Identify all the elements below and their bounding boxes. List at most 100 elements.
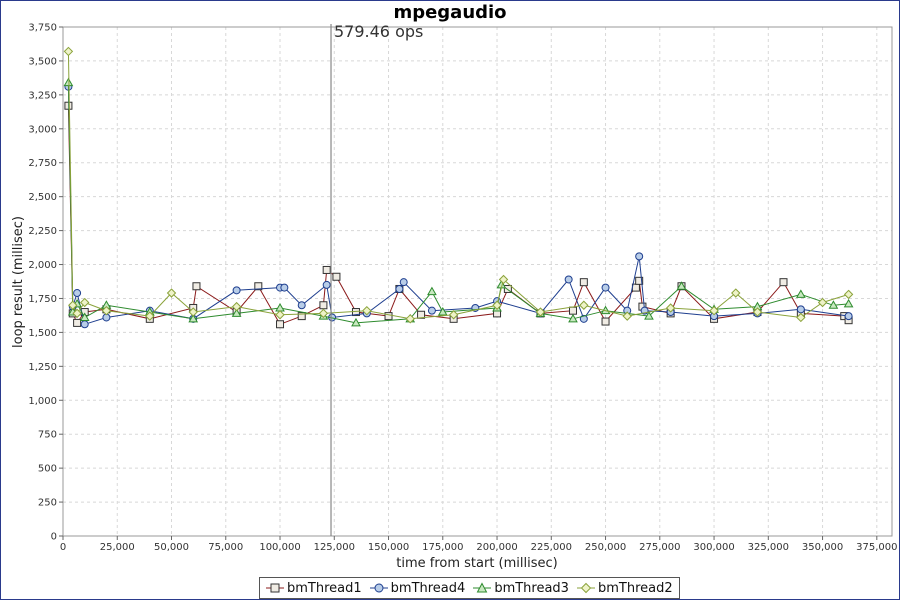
data-point <box>395 284 404 293</box>
data-point <box>779 278 788 287</box>
series-line <box>67 51 849 320</box>
data-point <box>63 46 74 57</box>
data-point <box>79 297 90 308</box>
data-point <box>568 313 578 323</box>
data-point <box>843 289 854 300</box>
data-point <box>579 278 588 287</box>
series-line <box>67 82 849 324</box>
data-point <box>796 312 806 323</box>
y-tick-label: 0 <box>51 532 57 543</box>
data-point <box>332 272 341 281</box>
x-tick-label: 175,000 <box>422 542 463 553</box>
series-bmThread2 <box>63 46 854 324</box>
y-tick-label: 1,750 <box>28 294 57 305</box>
x-tick-label: 350,000 <box>802 542 843 553</box>
data-point <box>709 305 719 316</box>
x-tick-label: 150,000 <box>368 542 409 553</box>
data-point <box>427 306 436 315</box>
axis-ticks: 0 25,000 50,000 75,000 100,000 125,000 150,000… <box>28 23 897 554</box>
data-point <box>448 310 459 320</box>
x-tick-label: 250,000 <box>585 542 626 553</box>
data-point <box>844 312 853 321</box>
y-tick-label: 1,250 <box>28 362 57 373</box>
data-point <box>752 307 763 317</box>
data-point <box>535 307 546 317</box>
x-tick-label: 75,000 <box>208 542 243 553</box>
x-tick-label: 100,000 <box>259 542 300 553</box>
data-point <box>63 77 74 87</box>
x-tick-label: 325,000 <box>748 542 789 553</box>
y-tick-label: 250 <box>38 498 57 509</box>
data-point <box>399 278 408 287</box>
y-tick-label: 1,000 <box>28 396 57 407</box>
y-tick-label: 3,750 <box>28 23 57 34</box>
data-point <box>579 300 589 310</box>
x-tick-label: 200,000 <box>476 542 517 553</box>
plot-background <box>63 27 892 536</box>
data-point <box>254 282 263 291</box>
x-tick-label: 375,000 <box>856 542 897 553</box>
data-point <box>564 275 573 284</box>
data-point <box>188 307 198 317</box>
data-point <box>73 318 82 327</box>
data-point <box>631 283 640 292</box>
data-point <box>166 288 177 298</box>
data-point <box>72 308 82 319</box>
data-point <box>297 312 306 321</box>
data-point <box>568 306 577 315</box>
y-tick-label: 3,500 <box>28 56 57 67</box>
y-tick-label: 1,500 <box>28 328 57 339</box>
data-point <box>427 286 437 296</box>
y-tick-label: 2,000 <box>28 260 57 271</box>
data-point <box>601 283 610 292</box>
data-point <box>795 289 806 298</box>
data-point <box>231 308 242 317</box>
data-point <box>319 301 328 310</box>
data-point <box>635 276 644 285</box>
legend-swatch-circle <box>369 583 388 593</box>
legend-item-bmthread2: bmThread2 <box>576 580 673 596</box>
legend-label: bmThread1 <box>287 580 362 596</box>
data-point <box>405 314 415 324</box>
x-tick-label: 125,000 <box>314 542 355 553</box>
y-tick-label: 500 <box>38 464 57 475</box>
legend-swatch-diamond <box>576 582 595 594</box>
data-point <box>276 320 285 329</box>
data-point <box>437 307 448 316</box>
data-point <box>665 303 676 313</box>
legend-label: bmThread3 <box>494 580 569 596</box>
grid <box>62 26 892 537</box>
data-point <box>318 308 329 319</box>
data-point <box>275 310 285 320</box>
x-axis-title: time from start (millisec) <box>396 556 557 571</box>
data-point <box>351 317 361 327</box>
y-tick-label: 2,500 <box>28 192 57 203</box>
data-point <box>676 281 687 290</box>
legend-item-bmthread1: bmThread1 <box>266 581 362 596</box>
data-point <box>644 311 654 320</box>
data-point <box>145 311 155 321</box>
data-point <box>231 301 242 312</box>
data-point <box>188 313 199 323</box>
legend-item-bmthread4: bmThread4 <box>369 580 466 596</box>
data-point <box>843 298 854 308</box>
legend-swatch-triangle <box>473 582 492 593</box>
y-tick-label: 2,250 <box>28 226 57 237</box>
data-point <box>796 305 805 314</box>
legend: bmThread1 bmThread4 bmThread3 bmThread2 <box>259 577 680 599</box>
data-point <box>817 297 828 308</box>
data-point <box>192 282 201 291</box>
marker-label: 579.46 ops <box>334 22 423 41</box>
data-point <box>232 286 241 295</box>
legend-item-bmthread3: bmThread3 <box>473 581 569 596</box>
series-layer <box>63 46 854 329</box>
data-point <box>280 283 289 292</box>
y-tick-label: 3,000 <box>28 124 57 135</box>
legend-label: bmThread4 <box>390 580 466 596</box>
data-point <box>101 305 112 316</box>
data-point <box>384 312 393 321</box>
y-tick-label: 750 <box>38 430 57 441</box>
legend-label: bmThread2 <box>597 580 673 596</box>
data-point <box>79 312 90 321</box>
